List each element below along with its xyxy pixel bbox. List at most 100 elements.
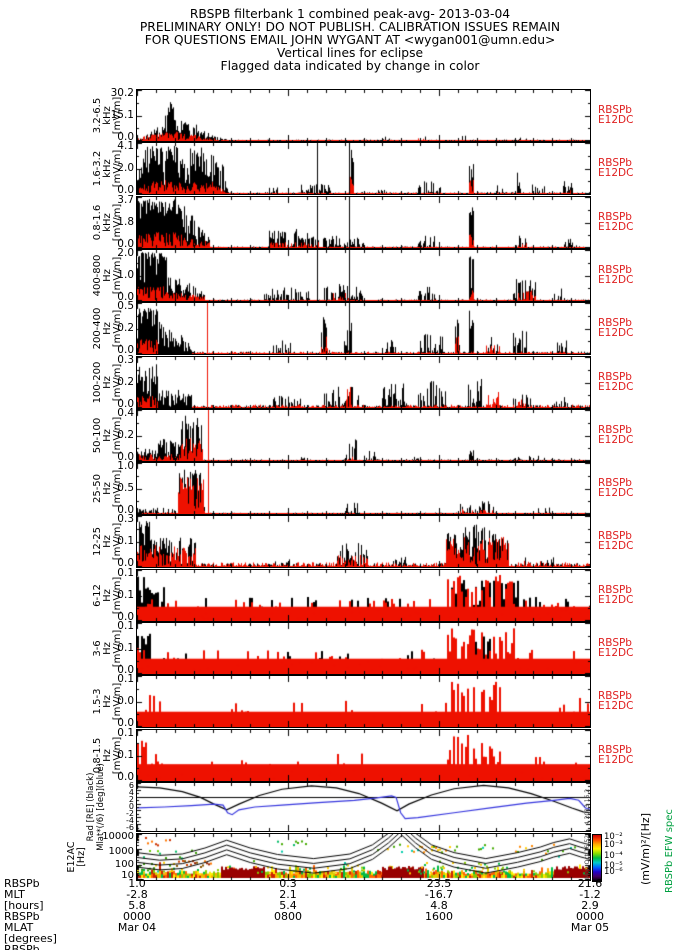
xaxis-value: 0000 bbox=[576, 910, 604, 923]
colorbar bbox=[592, 834, 602, 882]
colorbar-tick: 10⁻⁶ bbox=[604, 867, 623, 877]
fbk-axis-label-400-800: 400-800 Hz [mV/m] bbox=[92, 254, 123, 297]
fbk-ytick-mid: 15.1 bbox=[110, 109, 134, 121]
plot-title-line-3: FOR QUESTIONS EMAIL JOHN WYGANT AT <wyga… bbox=[144, 33, 556, 47]
xaxis-row-label: RBSPb bbox=[4, 910, 40, 923]
spectrogram-source-label: RBSPb EFW spec bbox=[663, 809, 675, 893]
fbk-panel-canvas-0.8-1.5 bbox=[136, 729, 591, 782]
fbk-ytick-mid: 0.1 bbox=[117, 749, 134, 761]
fbk-axis-label-12-25: 12-25 Hz [mV/m] bbox=[92, 522, 123, 561]
fbk-right-label: RBSPb E12DC bbox=[598, 529, 634, 552]
xaxis-row-label: MLT bbox=[4, 888, 25, 901]
fbk-panel-canvas-1.5-3 bbox=[136, 675, 591, 728]
xaxis-value: 0800 bbox=[274, 910, 302, 923]
fbk-ytick-max: 0.3 bbox=[117, 513, 134, 525]
fbk-right-label: RBSPb E12DC bbox=[598, 263, 634, 286]
fbk-ytick-max: 1.0 bbox=[117, 460, 134, 472]
fbk-panel-canvas-3-6 bbox=[136, 622, 591, 675]
fbk-ytick-mid: 0.2 bbox=[117, 376, 134, 388]
fbk-ytick-min: 0.0 bbox=[117, 504, 134, 516]
fbk-ytick-max: 0.1 bbox=[117, 727, 134, 739]
fbk-ytick-min: 0.0 bbox=[117, 344, 134, 356]
xaxis-value: Mar 05 bbox=[570, 921, 610, 934]
spectrogram-ytick: 10000 bbox=[102, 831, 134, 842]
xaxis-value: 5.4 bbox=[279, 899, 297, 912]
fbk-ytick-min: 0.0 bbox=[117, 451, 134, 463]
xaxis-value: -1.2 bbox=[579, 888, 601, 901]
plot-title-line-4: Vertical lines for eclipse bbox=[276, 46, 424, 60]
fbk-axis-label-50-100: 50-100 Hz [mV/m] bbox=[92, 416, 123, 455]
fbk-ytick-min: 0.0 bbox=[117, 771, 134, 783]
xaxis-row-label: RBSPb bbox=[4, 877, 40, 890]
xaxis-row-label: [hours] bbox=[4, 899, 44, 912]
fbk-ytick-min: 0.0 bbox=[117, 664, 134, 676]
orbit-ytick: 6 bbox=[128, 781, 134, 790]
fbk-ytick-mid: 0.1 bbox=[117, 535, 134, 547]
fbk-right-label: RBSPb E12DC bbox=[598, 210, 634, 233]
orbit-ytick: 4 bbox=[128, 788, 134, 797]
fbk-ytick-max: 0.1 bbox=[117, 567, 134, 579]
colorbar-tick: 10⁻⁵ bbox=[604, 861, 623, 871]
fbk-ytick-mid: 2.0 bbox=[117, 162, 134, 174]
xaxis-value: Mar 04 bbox=[117, 921, 157, 934]
orbit-panel-canvas bbox=[136, 782, 591, 832]
fbk-right-label: RBSPb E12DC bbox=[598, 583, 634, 606]
spectrogram-ytick: 100 bbox=[114, 859, 134, 870]
fbk-right-label: RBSPb E12DC bbox=[598, 636, 634, 659]
fbk-right-label: RBSPb E12DC bbox=[598, 103, 634, 126]
fbk-axis-label-1.6-3.2: 1.6-3.2 kHz [mV/m] bbox=[92, 149, 123, 188]
fbk-panel-canvas-1.6-3.2 bbox=[136, 142, 591, 195]
orbit-ytick: -6 bbox=[126, 823, 134, 832]
fbk-ytick-min: 0.0 bbox=[117, 398, 134, 410]
fbk-ytick-max: 4.1 bbox=[117, 140, 134, 152]
fbk-ytick-max: 0.1 bbox=[117, 673, 134, 685]
xaxis-value: 0000 bbox=[123, 910, 151, 923]
colorbar-tick: 10⁻³ bbox=[604, 840, 623, 850]
xaxis-row-label: RBSPb bbox=[4, 943, 40, 950]
xaxis-value: 23.5 bbox=[426, 877, 452, 890]
fbk-ytick-max: 3.7 bbox=[117, 194, 134, 206]
fbk-ytick-mid: 0.1 bbox=[117, 642, 134, 654]
fbk-right-label: RBSPb E12DC bbox=[598, 476, 634, 499]
xaxis-value: 1600 bbox=[425, 910, 453, 923]
fbk-right-label: RBSPb E12DC bbox=[598, 370, 634, 393]
fbk-axis-label-6-12: 6-12 Hz [mV/m] bbox=[92, 576, 123, 615]
fbk-ytick-max: 0.1 bbox=[117, 620, 134, 632]
fbk-ytick-mid: 0.0 bbox=[117, 695, 134, 707]
fbk-axis-label-3-6: 3-6 Hz [mV/m] bbox=[92, 629, 123, 668]
fbk-ytick-min: 0.0 bbox=[117, 131, 134, 143]
fbk-ytick-min: 0.0 bbox=[117, 184, 134, 196]
fbk-ytick-mid: 1.8 bbox=[117, 216, 134, 228]
fbk-panel-canvas-0.8-1.6 bbox=[136, 196, 591, 249]
spectrogram-ytick: 1000 bbox=[108, 846, 134, 857]
fbk-ytick-mid: 1.0 bbox=[117, 269, 134, 281]
fbk-panel-canvas-100-200 bbox=[136, 356, 591, 409]
fbk-ytick-max: 30.2 bbox=[110, 87, 134, 99]
fbk-axis-label-100-200: 100-200 Hz [mV/m] bbox=[92, 361, 123, 404]
fbk-panel-canvas-25-50 bbox=[136, 462, 591, 515]
fbk-panel-canvas-50-100 bbox=[136, 409, 591, 462]
fbk-ytick-min: 0.0 bbox=[117, 291, 134, 303]
orbit-ytick: -4 bbox=[126, 816, 134, 825]
fbk-right-label: RBSPb E12DC bbox=[598, 743, 634, 766]
plot-title-line-5: Flagged data indicated by change in colo… bbox=[220, 59, 480, 73]
fbk-ytick-min: 0.0 bbox=[117, 611, 134, 623]
orbit-timestamp: 4 2013 16.2 bbox=[584, 788, 591, 826]
xaxis-row-label: [degrees] bbox=[4, 932, 57, 945]
fbk-ytick-max: 0.5 bbox=[117, 300, 134, 312]
fbk-ytick-min: 0.0 bbox=[117, 238, 134, 250]
colorbar-units-label: (mV/m)²/[Hz] bbox=[639, 813, 652, 885]
fbk-axis-label-25-50: 25-50 Hz [mV/m] bbox=[92, 469, 123, 508]
fbk-ytick-mid: 0.5 bbox=[117, 482, 134, 494]
xaxis-value: 4.8 bbox=[430, 899, 448, 912]
fbk-panel-canvas-6-12 bbox=[136, 569, 591, 622]
fbk-ytick-mid: 0.1 bbox=[117, 589, 134, 601]
fbk-ytick-max: 0.3 bbox=[117, 354, 134, 366]
plot-title-line-1: RBSPB filterbank 1 combined peak-avg- 20… bbox=[189, 7, 511, 21]
fbk-right-label: RBSPb E12DC bbox=[598, 423, 634, 446]
plot-title-line-2: PRELIMINARY ONLY! DO NOT PUBLISH. CALIBR… bbox=[139, 20, 561, 34]
fbk-panel-canvas-400-800 bbox=[136, 249, 591, 302]
spectrogram-timestamp: Mon Oct 16.52 bbox=[584, 835, 591, 880]
colorbar-tick: 10⁻² bbox=[604, 832, 623, 842]
